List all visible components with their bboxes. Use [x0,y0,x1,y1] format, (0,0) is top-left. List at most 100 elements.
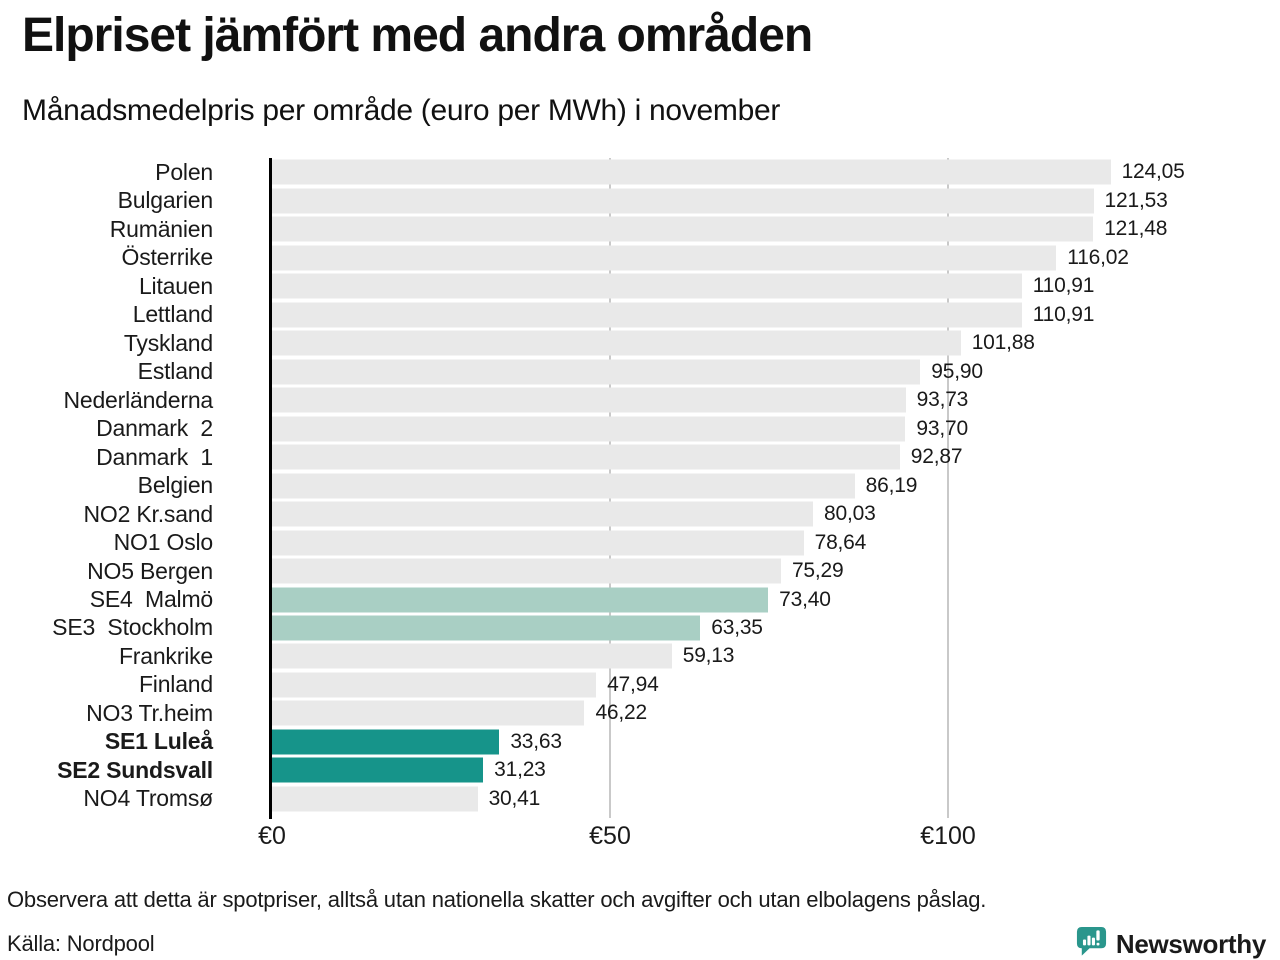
value-label: 75,29 [791,559,844,583]
bar-rows: 124,05 121,53 121,48 116,02 110,91 110,91 101,… [272,158,1280,813]
bar-row: 80,03 [272,500,1280,528]
value-label: 78,64 [814,530,867,554]
value-label: 33,63 [510,729,562,753]
category-label: Estland [137,358,214,385]
value-label: 116,02 [1067,245,1129,269]
x-tick-label: €100 [920,822,976,850]
bar [272,615,701,641]
bar-row: 110,91 [272,300,1280,328]
category-label: Danmark 2 [96,415,213,442]
bar-row: 78,64 [272,528,1280,556]
bar [272,444,900,470]
newsworthy-logo: Newsworthy [1075,925,1266,960]
bar [272,188,1094,214]
value-label: 30,41 [488,786,541,810]
bar [272,501,813,527]
category-label: Frankrike [118,642,213,669]
category-label: Danmark 1 [96,443,213,470]
category-label: Rumänien [109,215,213,242]
bar [272,387,906,413]
value-label: 124,05 [1121,160,1185,184]
category-label: NO3 Tr.heim [86,699,213,726]
bar-row: 30,41 [272,785,1280,813]
bar-row: 92,87 [272,443,1280,471]
value-label: 59,13 [682,644,735,668]
chart-subtitle: Månadsmedelpris per område (euro per MWh… [22,94,781,127]
bar-row: 101,88 [272,329,1280,357]
newsworthy-logo-text: Newsworthy [1115,928,1266,959]
bar [272,330,961,356]
category-label: Österrike [121,244,214,271]
category-label: Finland [138,671,213,698]
bar [272,273,1022,299]
x-tick-label: €50 [589,822,631,850]
bar-row: 47,94 [272,671,1280,699]
footnote: Observera att detta är spotpriser, allts… [7,887,987,912]
bar [272,359,921,385]
value-label: 92,87 [910,445,963,469]
bar-row: 121,48 [272,215,1280,243]
bar [272,643,672,669]
bar-row: 116,02 [272,243,1280,271]
value-label: 110,91 [1032,274,1095,298]
bar-row: 46,22 [272,699,1280,727]
bar [272,216,1094,242]
bar [272,587,769,612]
value-label: 93,73 [916,388,969,412]
plot-area: 124,05 121,53 121,48 116,02 110,91 110,91 101,… [269,158,1280,819]
category-label: Belgien [137,472,214,499]
bar-row: 86,19 [272,471,1280,499]
category-label: Tyskland [123,329,213,356]
value-label: 101,88 [971,331,1035,355]
bar [272,786,478,812]
bar [272,416,906,442]
value-label: 46,22 [595,701,647,725]
bar-row: 73,40 [272,585,1280,613]
bar [272,558,781,584]
category-labels: Polen Bulgarien Rumänien Österrike Litauen Le… [0,158,213,813]
bar-row: 93,73 [272,386,1280,414]
source-credit: Källa: Nordpool [7,931,155,956]
category-label: SE4 Malmö [89,586,213,612]
bar [272,729,500,755]
gridline [947,158,949,818]
value-label: 80,03 [824,502,876,526]
x-tick-label: €0 [258,822,286,850]
category-label: SE1 Luleå [104,728,213,755]
bar-row: 93,70 [272,414,1280,442]
bar-row: 75,29 [272,557,1280,585]
bar-row: 31,23 [272,756,1280,784]
category-label: NO2 Kr.sand [83,500,214,527]
value-label: 95,90 [931,359,983,383]
category-label: NO1 Oslo [113,529,214,556]
category-label: Nederländerna [63,386,213,413]
bar [272,757,484,783]
category-label: Bulgarien [117,187,214,214]
bar-row: 121,53 [272,186,1280,214]
bar [272,302,1022,328]
bar-row: 110,91 [272,272,1280,300]
bar [272,700,585,726]
value-label: 110,91 [1032,302,1095,326]
bar-row: 63,35 [272,614,1280,642]
category-label: SE3 Stockholm [52,614,213,641]
bar [272,473,855,499]
value-label: 31,23 [494,758,546,782]
bar [272,159,1111,185]
bar-row: 95,90 [272,357,1280,385]
category-label: Litauen [138,272,213,299]
bar [272,530,804,556]
x-axis: €0 €50 €100 [258,822,1280,852]
category-label: Lettland [132,301,213,328]
bar-row: 59,13 [272,642,1280,670]
value-label: 93,70 [916,416,968,440]
value-label: 63,35 [711,615,763,639]
chart-title: Elpriset jämfört med andra områden [22,9,813,62]
value-label: 121,48 [1104,217,1168,241]
value-label: 47,94 [607,672,659,696]
category-label: NO4 Tromsø [83,785,213,812]
bar-row: 124,05 [272,158,1280,186]
value-label: 73,40 [779,587,831,611]
bar [272,672,597,698]
